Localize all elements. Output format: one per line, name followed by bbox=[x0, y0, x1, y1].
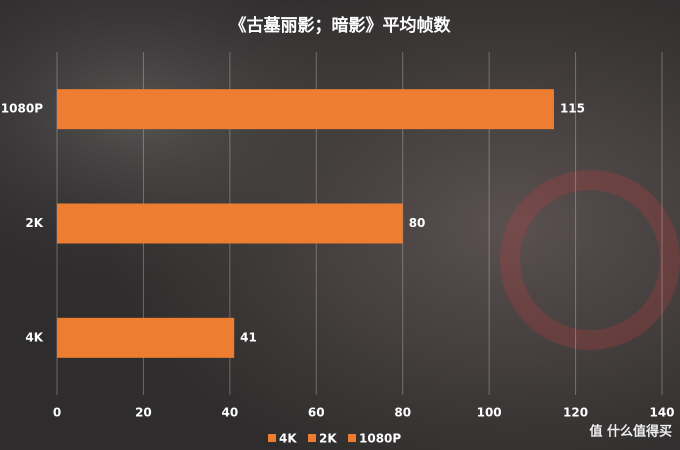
y-tick-label: 2K bbox=[25, 216, 43, 230]
x-tick-label: 100 bbox=[477, 406, 502, 420]
data-label: 115 bbox=[560, 102, 585, 116]
legend-swatch bbox=[308, 434, 316, 442]
data-label: 80 bbox=[409, 216, 426, 230]
bar bbox=[57, 203, 403, 244]
legend-label: 4K bbox=[279, 432, 297, 446]
chart-title: 《古墓丽影；暗影》平均帧数 bbox=[230, 15, 452, 36]
bar bbox=[57, 89, 554, 130]
x-tick-label: 40 bbox=[222, 406, 239, 420]
background-fan bbox=[500, 170, 680, 350]
y-tick-label: 1080P bbox=[1, 102, 43, 116]
legend-swatch bbox=[348, 434, 356, 442]
y-tick-label: 4K bbox=[25, 330, 43, 344]
x-tick-label: 140 bbox=[649, 406, 674, 420]
x-tick-label: 80 bbox=[394, 406, 411, 420]
bar bbox=[57, 317, 235, 358]
x-tick-label: 60 bbox=[308, 406, 325, 420]
x-tick-label: 20 bbox=[135, 406, 152, 420]
x-tick-label: 120 bbox=[563, 406, 588, 420]
legend-label: 1080P bbox=[359, 432, 401, 446]
watermark: 值 什么值得买 bbox=[589, 424, 672, 440]
legend-swatch bbox=[268, 434, 276, 442]
legend-label: 2K bbox=[319, 432, 337, 446]
data-label: 41 bbox=[240, 330, 257, 344]
x-tick-label: 0 bbox=[53, 406, 61, 420]
